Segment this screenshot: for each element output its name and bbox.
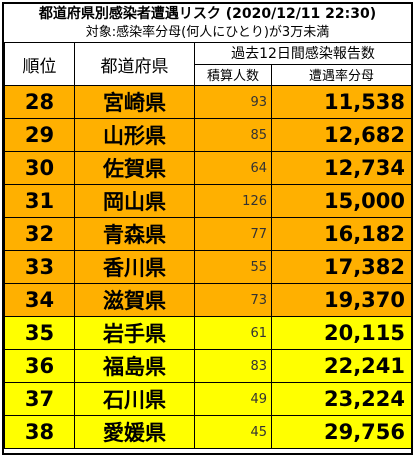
page-title: 都道府県別感染者遭遇リスク (2020/12/11 22:30) (38, 6, 377, 22)
risk-cell: 17,382 (270, 250, 413, 284)
rank-cell: 32 (4, 217, 75, 251)
header-rank: 順位 (4, 42, 75, 86)
risk-cell: 12,682 (270, 118, 413, 152)
table-row: 34 滋賀県 73 19,370 (4, 283, 413, 317)
prefecture-cell: 香川県 (74, 250, 195, 284)
prefecture-cell: 青森県 (74, 217, 195, 251)
prefecture-cell: 岡山県 (74, 184, 195, 218)
table-row: 29 山形県 85 12,682 (4, 118, 413, 152)
header-report-group: 過去12日間感染報告数 (193, 42, 413, 65)
rank-cell: 31 (4, 184, 75, 218)
prefecture-cell: 福島県 (74, 349, 195, 383)
table-row: 32 青森県 77 16,182 (4, 217, 413, 251)
page-subtitle: 対象:感染率分母(何人にひとり)が3万未満 (85, 25, 330, 40)
table-row: 38 愛媛県 45 29,756 (4, 415, 413, 449)
title-block: 都道府県別感染者遭遇リスク (2020/12/11 22:30) 対象:感染率分… (4, 4, 411, 42)
table-row: 30 佐賀県 64 12,734 (4, 151, 413, 185)
rank-cell: 36 (4, 349, 75, 383)
cases-cell: 83 (194, 349, 272, 383)
rank-cell: 29 (4, 118, 75, 152)
risk-cell: 20,115 (270, 316, 413, 350)
prefecture-cell: 石川県 (74, 382, 195, 416)
cases-cell: 64 (194, 151, 272, 185)
cases-cell: 93 (194, 85, 272, 119)
table-row: 31 岡山県 126 15,000 (4, 184, 413, 218)
risk-cell: 12,734 (270, 151, 413, 185)
prefecture-cell: 滋賀県 (74, 283, 195, 317)
cases-cell: 126 (194, 184, 272, 218)
risk-table-frame: 都道府県別感染者遭遇リスク (2020/12/11 22:30) 対象:感染率分… (2, 2, 413, 455)
risk-cell: 23,224 (270, 382, 413, 416)
cases-cell: 45 (194, 415, 272, 449)
cases-cell: 73 (194, 283, 272, 317)
cases-cell: 77 (194, 217, 272, 251)
table-row: 37 石川県 49 23,224 (4, 382, 413, 416)
risk-cell: 29,756 (270, 415, 413, 449)
rank-cell: 37 (4, 382, 75, 416)
risk-cell: 11,538 (270, 85, 413, 119)
header-risk: 遭遇率分母 (270, 63, 413, 86)
risk-cell: 19,370 (270, 283, 413, 317)
cases-cell: 61 (194, 316, 272, 350)
cases-cell: 55 (194, 250, 272, 284)
risk-cell: 15,000 (270, 184, 413, 218)
prefecture-cell: 岩手県 (74, 316, 195, 350)
table-row: 33 香川県 55 17,382 (4, 250, 413, 284)
prefecture-cell: 山形県 (74, 118, 195, 152)
rank-cell: 30 (4, 151, 75, 185)
risk-table: 順位 都道府県 過去12日間感染報告数 積算人数 遭遇率分母 28 宮崎県 93 11… (4, 42, 413, 449)
risk-cell: 22,241 (270, 349, 413, 383)
rank-cell: 33 (4, 250, 75, 284)
rank-cell: 35 (4, 316, 75, 350)
table-row: 36 福島県 83 22,241 (4, 349, 413, 383)
prefecture-cell: 宮崎県 (74, 85, 195, 119)
header-cases: 積算人数 (194, 63, 272, 86)
rank-cell: 38 (4, 415, 75, 449)
table-body: 28 宮崎県 93 11,538 29 山形県 85 12,682 30 佐賀県 64 12,734 3… (4, 85, 413, 449)
prefecture-cell: 佐賀県 (74, 151, 195, 185)
rank-cell: 28 (4, 85, 75, 119)
table-row: 28 宮崎県 93 11,538 (4, 85, 413, 119)
cases-cell: 49 (194, 382, 272, 416)
rank-cell: 34 (4, 283, 75, 317)
table-row: 35 岩手県 61 20,115 (4, 316, 413, 350)
cases-cell: 85 (194, 118, 272, 152)
prefecture-cell: 愛媛県 (74, 415, 195, 449)
header-prefecture: 都道府県 (74, 42, 195, 86)
risk-cell: 16,182 (270, 217, 413, 251)
